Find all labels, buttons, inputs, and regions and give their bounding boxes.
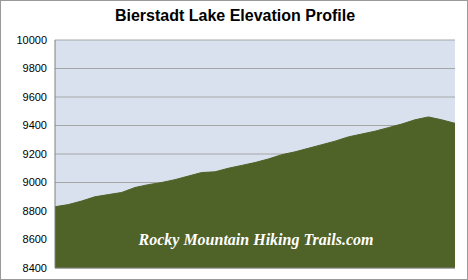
svg-text:8600: 8600: [23, 233, 47, 245]
svg-text:8400: 8400: [23, 262, 47, 274]
svg-text:10000: 10000: [16, 34, 47, 46]
svg-text:9600: 9600: [23, 91, 47, 103]
html-text:Bierstadt Lake Elevation Profi: Bierstadt Lake Elevation Profile: [115, 7, 355, 24]
svg-text:9800: 9800: [23, 62, 47, 74]
html-text:Rocky Mountain Hiking Trails.c: Rocky Mountain Hiking Trails.com: [138, 231, 374, 248]
svg-text:8800: 8800: [23, 205, 47, 217]
svg-text:9000: 9000: [23, 176, 47, 188]
svg-text:9400: 9400: [23, 119, 47, 131]
svg-text:9200: 9200: [23, 148, 47, 160]
